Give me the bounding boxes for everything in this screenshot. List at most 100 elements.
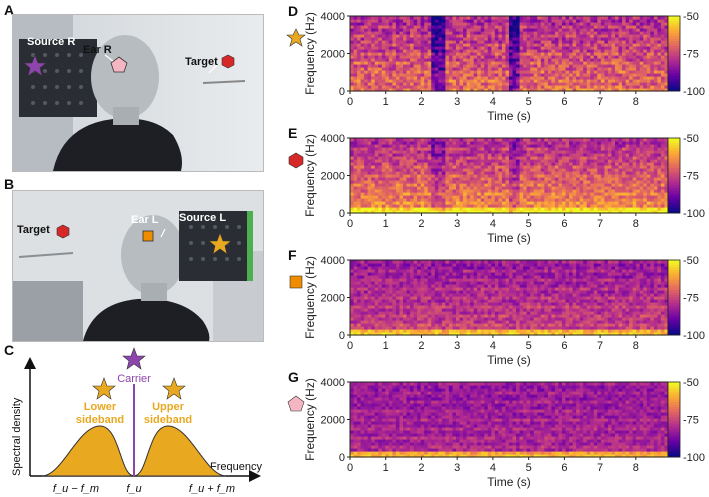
y-tick-label: 2000 [321,171,345,183]
target-hexagon-icon [221,54,235,69]
ear-r-marker-icon [110,56,128,73]
x-tick-label: 7 [597,96,603,108]
x-tick-label: 5 [526,462,532,474]
x-axis-label: Time (s) [487,109,531,123]
source-r-star-icon [23,54,47,77]
x-tick-label: 2 [418,218,424,230]
y-axis-label: Spectral density [11,397,23,476]
x-tick-label: 1 [383,462,389,474]
photo-panel-a: Source R Ear R Target [12,14,264,172]
spectrogram-image [350,138,669,214]
source-r-label: Source R [27,36,75,48]
x-axis-label: Time (s) [487,353,531,367]
x-tick-label: 3 [454,340,460,352]
colorbar-tick-label: -75 [683,415,699,427]
x-tick-label: 2 [418,96,424,108]
x-tick-label: 0 [347,340,353,352]
x-axis-label: Frequency [210,461,262,473]
upper-sideband-star-icon [162,377,186,400]
lower-sideband-star-icon [92,377,116,400]
x-tick-label: 7 [597,340,603,352]
tick-label-lower: f_u − f_m [53,483,99,495]
upper-sideband-label-1: Upper [152,401,185,413]
x-axis-label: Time (s) [487,475,531,489]
tick-label-upper: f_u + f_m [189,483,235,495]
y-tick-label: 4000 [321,377,345,389]
x-tick-label: 3 [454,462,460,474]
y-tick-label: 0 [339,208,345,220]
colorbar-tick-label: -75 [683,293,699,305]
tick-label-carrier: f_u [126,483,141,495]
panel-letter-e: E [288,125,297,141]
colorbar-tick-label: -75 [683,171,699,183]
colorbar-tick-label: -50 [683,377,699,389]
y-tick-label: 0 [339,452,345,464]
colorbar-tick-label: -50 [683,133,699,145]
ear-l-label: Ear L [131,214,159,226]
target-hexagon-icon [288,152,304,169]
x-tick-label: 8 [633,96,639,108]
sideband-diagram: Spectral density Frequency Carrier Lower… [11,347,262,495]
x-tick-label: 4 [490,340,496,352]
upper-sideband-shape [133,425,227,477]
y-axis-label: Frequency (Hz) [303,134,317,217]
x-tick-label: 4 [490,462,496,474]
panel-letter-f: F [288,247,297,263]
source-l-star-icon [208,232,232,255]
colorbar-tick-label: -50 [683,11,699,23]
target-hexagon-icon-b [56,224,70,239]
y-tick-label: 2000 [321,49,345,61]
x-tick-label: 6 [561,340,567,352]
carrier-star-icon [122,347,146,370]
colorbar-tick-label: -100 [683,208,705,220]
ear-l-square-icon [289,275,303,289]
x-tick-label: 6 [561,218,567,230]
y-tick-label: 2000 [321,415,345,427]
x-tick-label: 8 [633,462,639,474]
y-tick-label: 4000 [321,133,345,145]
colorbar-tick-label: -75 [683,49,699,61]
x-axis-label: Time (s) [487,231,531,245]
spectrogram-image [350,16,669,92]
spectrogram-image [350,260,669,336]
panel-letter-g: G [288,369,299,385]
y-axis-label: Frequency (Hz) [303,256,317,339]
x-tick-label: 1 [383,218,389,230]
y-axis-label: Frequency (Hz) [303,12,317,95]
lower-sideband-label-1: Lower [84,401,117,413]
x-tick-label: 7 [597,218,603,230]
ear-l-square-icon [142,230,154,242]
x-tick-label: 5 [526,218,532,230]
colorbar [667,381,681,458]
colorbar [667,15,681,92]
spectrogram-panel-f: F 0 2000 4000 0 1 2 3 4 5 6 7 8 Frequency (Hz) Time (s… [288,247,705,367]
panel-letter-c: C [4,342,15,358]
lower-sideband-shape [41,425,135,477]
x-tick-label: 1 [383,340,389,352]
spectrogram-panel-g: G 0 2000 4000 0 1 2 3 4 5 6 7 8 Frequency (Hz) Time (s… [287,369,705,489]
ear-r-pentagon-icon [287,395,305,412]
x-tick-label: 3 [454,218,460,230]
panel-letter-d: D [288,3,298,19]
colorbar-tick-label: -50 [683,255,699,267]
y-tick-label: 4000 [321,11,345,23]
y-tick-label: 0 [339,86,345,98]
panel-letter-b: B [4,176,15,192]
colorbar-tick-label: -100 [683,452,705,464]
colorbar-tick-label: -100 [683,330,705,342]
target-label-a: Target [185,56,218,68]
photo-panel-b: Target Ear L Source L [12,190,264,342]
colorbar [667,137,681,214]
spectrogram-panel-e: E 0 2000 4000 0 1 2 3 4 5 6 7 8 Frequency (Hz) Time (s… [288,125,705,245]
x-tick-label: 3 [454,96,460,108]
x-tick-label: 4 [490,218,496,230]
y-tick-label: 4000 [321,255,345,267]
x-tick-label: 6 [561,462,567,474]
x-tick-label: 7 [597,462,603,474]
spectrogram-image [350,382,669,458]
ear-r-label: Ear R [83,44,112,56]
x-tick-label: 0 [347,96,353,108]
x-tick-label: 2 [418,462,424,474]
x-tick-label: 6 [561,96,567,108]
target-label-b: Target [17,224,50,236]
